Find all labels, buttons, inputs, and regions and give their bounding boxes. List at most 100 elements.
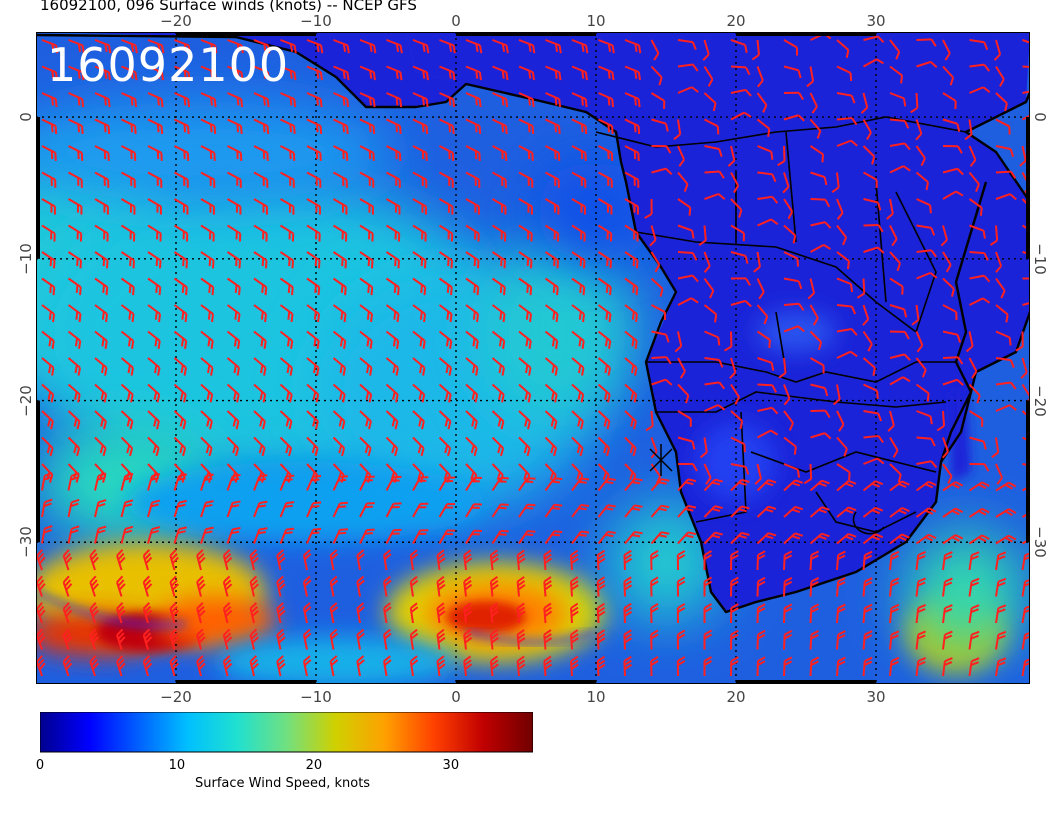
wind-barb-icon xyxy=(147,357,161,376)
wind-barb-icon xyxy=(968,657,980,677)
wind-barb-icon xyxy=(968,357,978,379)
wind-barb-icon xyxy=(730,299,752,308)
wind-barb-icon xyxy=(862,480,884,492)
wind-barb-icon xyxy=(276,549,286,571)
wind-barb-icon xyxy=(169,628,179,650)
wind-barb-icon xyxy=(359,198,374,215)
wind-barb-icon xyxy=(650,65,663,86)
wind-barb-icon xyxy=(916,249,937,258)
wind-barb-icon xyxy=(730,198,743,218)
wind-barb-icon xyxy=(67,330,82,349)
wind-barb-icon xyxy=(729,357,737,379)
wind-barb-icon xyxy=(942,304,958,321)
wind-barb-icon xyxy=(543,549,553,571)
wind-barb-icon xyxy=(465,39,483,54)
wind-barb-icon xyxy=(756,304,769,325)
wind-barb-icon xyxy=(489,602,499,624)
wind-barb-icon xyxy=(571,383,585,403)
wind-barb-icon xyxy=(491,277,506,296)
wind-barb-icon xyxy=(596,549,606,571)
wind-barb-icon xyxy=(863,35,885,44)
wind-barb-icon xyxy=(120,472,134,491)
wind-barb-icon xyxy=(438,503,456,518)
wind-barb-icon xyxy=(751,39,760,61)
wind-barb-icon xyxy=(809,506,830,518)
wind-barb-icon xyxy=(703,550,713,571)
wind-barb-icon xyxy=(651,330,670,343)
wind-barb-icon xyxy=(359,39,377,54)
wind-barb-icon xyxy=(995,92,1008,112)
frame-tick-bars xyxy=(36,32,1030,684)
wind-barb-icon xyxy=(279,224,295,242)
wind-barb-icon xyxy=(836,656,846,677)
wind-barb-icon xyxy=(942,356,964,365)
lon-tick-label-bottom: 30 xyxy=(866,688,886,706)
wind-barb-icon xyxy=(863,171,878,188)
wind-barb-icon xyxy=(991,437,1000,459)
wind-barb-icon xyxy=(200,330,214,349)
wind-barb-icon xyxy=(757,171,777,183)
wind-barb-icon xyxy=(624,171,640,188)
wind-barb-icon xyxy=(169,549,179,571)
lon-tick-label-bottom: 0 xyxy=(451,688,461,706)
wind-barb-icon xyxy=(253,436,266,457)
wind-barb-icon xyxy=(756,629,766,650)
wind-barb-icon xyxy=(730,39,748,53)
wind-barb-icon xyxy=(783,629,793,650)
wind-barb-icon xyxy=(302,628,312,650)
wind-barb-icon xyxy=(412,171,428,188)
wind-barb-icon xyxy=(465,436,478,457)
wind-barb-icon xyxy=(333,92,350,108)
wind-barb-icon xyxy=(173,251,189,269)
wind-barb-icon xyxy=(889,376,911,386)
wind-barb-icon xyxy=(302,549,312,571)
wind-barb-icon xyxy=(412,145,428,161)
wind-barb-icon xyxy=(200,436,213,457)
wind-map[interactable] xyxy=(36,32,1030,684)
wind-barb-icon xyxy=(753,251,761,273)
wind-barb-icon xyxy=(409,602,419,624)
wind-barb-icon xyxy=(491,503,509,518)
wind-barb-icon xyxy=(222,628,233,650)
wind-barb-icon xyxy=(438,476,456,492)
wind-barb-icon xyxy=(516,602,526,624)
wind-barb-icon xyxy=(465,476,482,492)
wind-barb-icon xyxy=(889,480,910,492)
wind-barb-icon xyxy=(62,549,73,571)
wind-barb-icon xyxy=(942,604,953,624)
wind-barb-icon xyxy=(916,460,938,469)
wind-barb-icon xyxy=(518,171,534,188)
wind-barb-icon xyxy=(465,357,479,376)
wind-barb-icon xyxy=(253,145,269,161)
wind-barb-icon xyxy=(253,383,267,403)
wind-barb-icon xyxy=(624,92,641,108)
wind-barb-icon xyxy=(597,436,611,457)
wind-barb-icon xyxy=(173,277,188,296)
wind-barb-icon xyxy=(1021,578,1030,597)
wind-barb-icon xyxy=(253,330,267,349)
wind-barb-icon xyxy=(67,357,81,376)
wind-barb-icon xyxy=(995,357,1015,368)
wind-barb-icon xyxy=(995,330,1012,346)
wind-barb-icon xyxy=(677,410,692,427)
wind-barb-icon xyxy=(995,577,1007,597)
wind-barb-icon xyxy=(704,357,724,368)
wind-barb-icon xyxy=(942,534,964,545)
wind-barb-icon xyxy=(1015,331,1024,352)
wind-barb-icon xyxy=(516,549,526,571)
wind-barb-icon xyxy=(624,145,640,161)
wind-barb-icon xyxy=(995,145,1015,158)
wind-barb-icon xyxy=(121,65,138,81)
wind-barb-icon xyxy=(359,436,372,457)
wind-barb-icon xyxy=(783,91,804,101)
wind-barb-icon xyxy=(942,330,961,343)
wind-barb-icon xyxy=(226,500,241,518)
map-frame[interactable]: 16092100 xyxy=(36,32,1030,684)
wind-barb-icon xyxy=(302,655,312,677)
wind-barb-icon xyxy=(333,65,350,81)
wind-barb-icon xyxy=(730,277,751,286)
colorbar-label: Surface Wind Speed, knots xyxy=(195,776,371,791)
wind-barb-icon xyxy=(598,65,615,81)
wind-barb-icon xyxy=(756,330,771,349)
wind-barb-icon xyxy=(624,304,639,323)
